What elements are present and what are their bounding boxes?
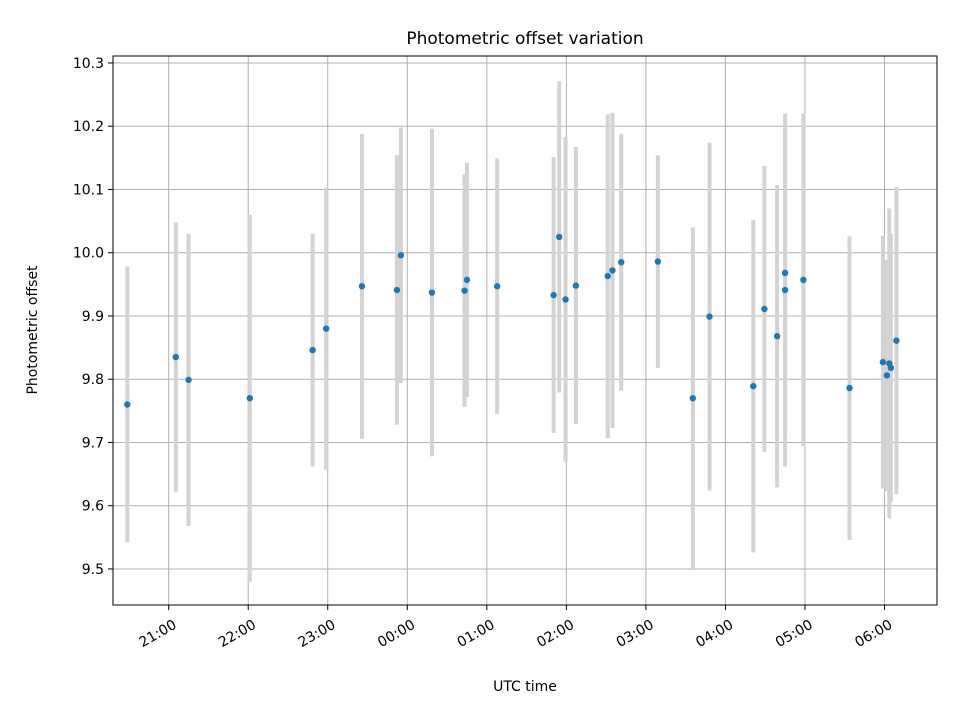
y-tick-label: 10.0 <box>73 246 104 262</box>
chart-title: Photometric offset variation <box>406 29 643 49</box>
data-point <box>428 289 436 296</box>
data-point <box>893 337 900 344</box>
y-tick-label: 9.6 <box>82 499 104 515</box>
data-point <box>604 272 611 280</box>
data-point <box>562 296 569 303</box>
data-point <box>463 276 471 284</box>
data-points <box>124 233 900 408</box>
data-point <box>556 233 563 241</box>
data-point <box>393 286 401 294</box>
data-point <box>846 384 853 392</box>
data-point <box>689 394 697 402</box>
y-tick-label: 9.8 <box>82 372 104 388</box>
y-tick-label: 10.1 <box>73 182 104 198</box>
data-point <box>883 372 891 379</box>
data-point <box>800 276 807 284</box>
data-point <box>124 401 131 408</box>
x-axis-label: UTC time <box>493 679 557 695</box>
data-point <box>609 267 616 274</box>
data-point <box>550 291 557 299</box>
data-point <box>172 353 180 361</box>
data-point <box>185 376 192 384</box>
data-point <box>887 364 895 372</box>
data-point <box>781 269 789 277</box>
y-tick-label: 9.9 <box>82 309 104 325</box>
data-point <box>397 252 405 259</box>
data-point <box>618 258 625 266</box>
data-point <box>461 287 468 294</box>
data-point <box>773 332 781 340</box>
y-axis: 9.5 9.6 9.7 9.8 9.9 10.0 10.1 10.2 10.3 <box>73 56 113 578</box>
data-point <box>246 394 254 402</box>
data-point <box>706 313 713 320</box>
data-point <box>493 283 501 290</box>
data-point <box>879 358 887 366</box>
data-point <box>761 305 768 313</box>
plot-area-frame <box>112 55 938 606</box>
data-point <box>654 258 662 265</box>
data-point <box>750 382 757 390</box>
y-axis-label: Photometric offset <box>25 265 41 395</box>
data-point <box>309 346 316 354</box>
data-point <box>572 282 580 289</box>
data-point <box>322 325 330 332</box>
y-tick-label: 9.7 <box>82 435 104 451</box>
data-point <box>781 286 789 294</box>
y-tick-label: 9.5 <box>82 562 104 578</box>
y-tick-label: 10.2 <box>73 119 104 135</box>
y-tick-label: 10.3 <box>73 56 104 72</box>
data-point <box>358 283 366 290</box>
